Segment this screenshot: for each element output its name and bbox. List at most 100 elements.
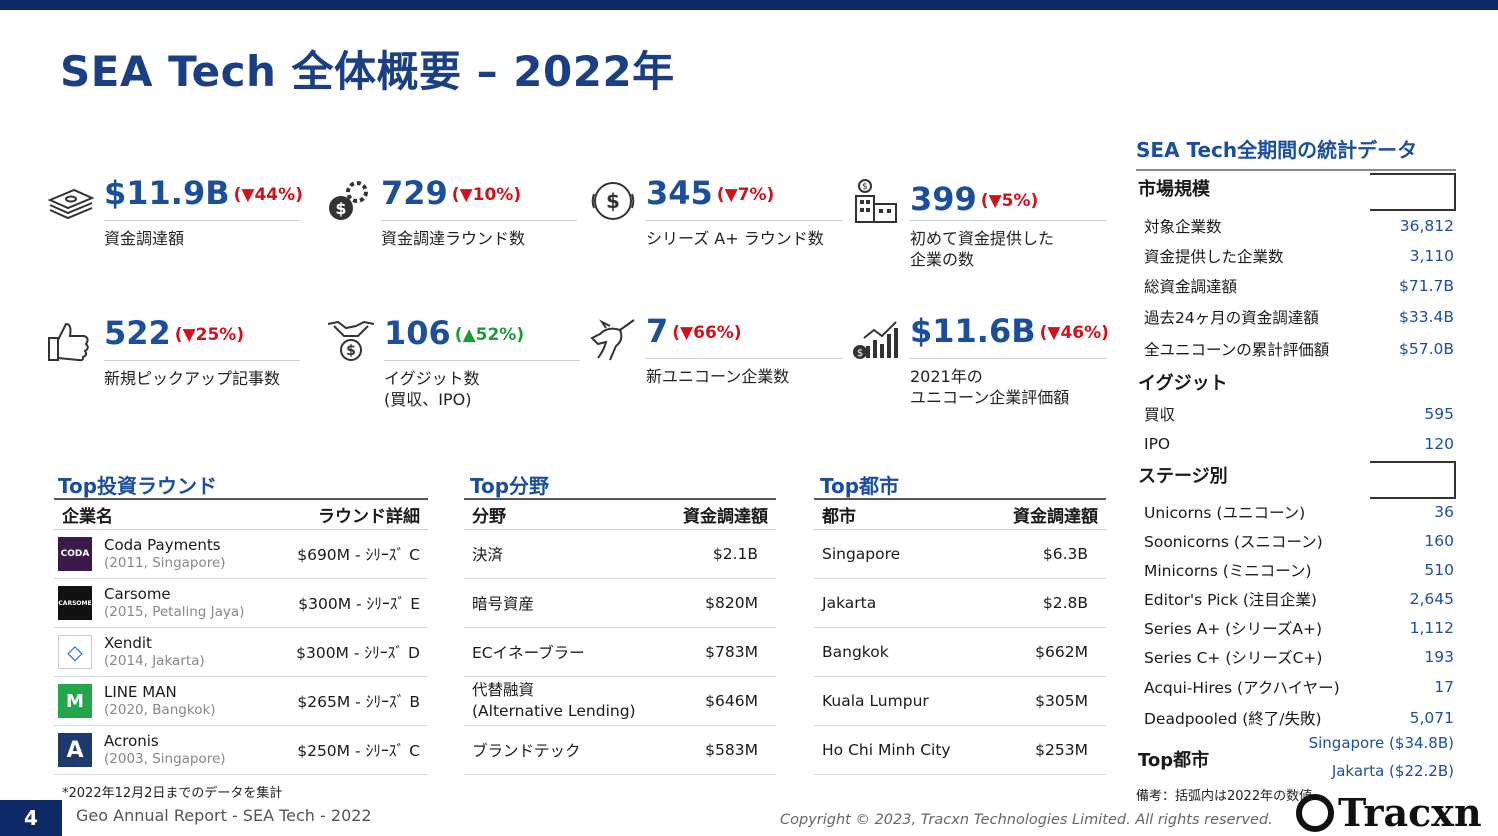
stat-row: Editor's Pick (注目企業) 2,645 bbox=[1136, 584, 1456, 613]
stat-value: 1,112 bbox=[1409, 618, 1454, 637]
table-heading: Top都市 bbox=[820, 474, 900, 498]
kpi-label: 新規ピックアップ記事数 bbox=[104, 369, 281, 388]
section-heading: 市場規模 bbox=[1138, 179, 1210, 200]
kpi-change: (▼5%) bbox=[980, 191, 1039, 211]
column-header: 企業名 bbox=[62, 507, 113, 527]
table-row[interactable]: CODA Coda Payments (2011, Singapore) $690M… bbox=[54, 530, 428, 579]
kpi-value: 106 bbox=[384, 314, 451, 352]
city-name: Jakarta bbox=[822, 594, 877, 612]
handshake-icon: $ bbox=[327, 320, 375, 361]
stat-value: 5,071 bbox=[1409, 708, 1454, 727]
sector-name: 決済 bbox=[472, 546, 504, 564]
tracxn-logo-icon bbox=[1296, 793, 1334, 832]
table-row[interactable]: 代替融資 (Alternative Lending) $646M bbox=[464, 677, 776, 726]
footnote: *2022年12月2日までのデータを集計 bbox=[62, 786, 283, 801]
table-row[interactable]: Kuala Lumpur $305M bbox=[814, 677, 1106, 726]
table-row[interactable]: Jakarta $2.8B bbox=[814, 579, 1106, 628]
table-row[interactable]: ECイネーブラー $783M bbox=[464, 628, 776, 677]
stat-label: Minicorns (ミニコーン) bbox=[1144, 561, 1312, 580]
company-logo: CODA bbox=[58, 537, 92, 571]
stat-row: Soonicorns (スニコーン) 160 bbox=[1136, 526, 1456, 555]
section-box bbox=[1370, 173, 1456, 211]
stat-row: 買収 595 bbox=[1136, 399, 1456, 429]
sector-name: ECイネーブラー bbox=[472, 644, 585, 662]
table-row[interactable]: Bangkok $662M bbox=[814, 628, 1106, 677]
kpi-change: (▼46%) bbox=[1039, 323, 1109, 343]
stat-value: 17 bbox=[1434, 677, 1454, 696]
kpi-label: 資金調達ラウンド数 bbox=[381, 229, 526, 248]
kpi-value: 729 bbox=[381, 174, 448, 212]
svg-text:$: $ bbox=[862, 182, 868, 192]
unicorn-icon bbox=[590, 319, 635, 361]
money-stack-icon bbox=[47, 188, 95, 220]
kpi-change: (▼25%) bbox=[174, 325, 245, 345]
section-market-size: 市場規模 bbox=[1136, 171, 1456, 211]
column-header: 資金調達額 bbox=[683, 507, 768, 527]
table-row[interactable]: M LINE MAN (2020, Bangkok) $265M - ｼﾘｰｽﾞ B bbox=[54, 677, 428, 726]
city-amount: $662M bbox=[1035, 643, 1088, 661]
stat-row: Minicorns (ミニコーン) 510 bbox=[1136, 555, 1456, 584]
sector-name: 代替融資 (Alternative Lending) bbox=[472, 681, 636, 720]
round-detail: $300M - ｼﾘｰｽﾞ D bbox=[296, 644, 420, 662]
stat-label: 買収 bbox=[1144, 406, 1176, 424]
table-row[interactable]: Singapore $6.3B bbox=[814, 530, 1106, 579]
company-meta: (2011, Singapore) bbox=[104, 555, 226, 571]
sector-name: 暗号資産 bbox=[472, 595, 535, 613]
section-exits: イグジット bbox=[1136, 367, 1456, 399]
kpi-divider bbox=[381, 220, 577, 221]
thumbs-up-icon bbox=[48, 322, 89, 362]
table-row[interactable]: 決済 $2.1B bbox=[464, 530, 776, 579]
kpi-divider bbox=[646, 358, 842, 359]
kpi-value: $11.9B bbox=[104, 174, 230, 212]
page-title: SEA Tech 全体概要 – 2022年 bbox=[60, 47, 675, 96]
sector-name: ブランドテック bbox=[472, 742, 581, 760]
stat-label: Deadpooled (終了/失敗) bbox=[1144, 709, 1322, 728]
kpi-divider bbox=[104, 220, 300, 221]
kpi-label: 資金調達額 bbox=[104, 229, 185, 248]
kpi-value: $11.6B bbox=[910, 312, 1036, 350]
stat-value: 120 bbox=[1424, 435, 1454, 453]
company-meta: (2020, Bangkok) bbox=[104, 702, 216, 718]
kpi-divider bbox=[646, 220, 842, 221]
company-logo: M bbox=[58, 684, 92, 718]
kpi-label: 新ユニコーン企業数 bbox=[646, 367, 790, 386]
kpi-divider bbox=[104, 360, 300, 361]
table-row[interactable]: ◇ Xendit (2014, Jakarta) $300M - ｼﾘｰｽﾞ D bbox=[54, 628, 428, 677]
section-stages: ステージ別 bbox=[1136, 459, 1456, 499]
kpi-change: (▼44%) bbox=[233, 185, 303, 205]
table-row[interactable]: Ho Chi Minh City $253M bbox=[814, 726, 1106, 775]
table-row[interactable]: CARSOME Carsome (2015, Petaling Jaya) $300… bbox=[54, 579, 428, 628]
table-row[interactable]: ブランドテック $583M bbox=[464, 726, 776, 775]
city-amount: $253M bbox=[1035, 741, 1088, 759]
column-header: 都市 bbox=[822, 507, 856, 527]
top-rounds-table: Top投資ラウンド 企業名 ラウンド詳細 CODA Coda Payments (20… bbox=[54, 470, 428, 775]
stat-label: 過去24ヶ月の資金調達額 bbox=[1144, 309, 1319, 327]
stat-row: 資金提供した企業数 3,110 bbox=[1136, 241, 1456, 271]
kpi-divider bbox=[910, 220, 1106, 221]
company-meta: (2014, Jakarta) bbox=[104, 653, 205, 669]
stat-value: 36,812 bbox=[1399, 217, 1454, 235]
stat-row: 全ユニコーンの累計評価額 $57.0B bbox=[1136, 333, 1456, 365]
building-dollar-icon: $ bbox=[855, 179, 897, 223]
brand-name: Tracxn bbox=[1338, 790, 1482, 835]
kpi-value: 399 bbox=[910, 180, 977, 218]
city-amount: $6.3B bbox=[1042, 545, 1088, 563]
stat-row: Acqui-Hires (アクハイヤー) 17 bbox=[1136, 671, 1456, 702]
svg-text:$: $ bbox=[606, 189, 620, 213]
table-row[interactable]: A Acronis (2003, Singapore) $250M - ｼﾘｰｽﾞ … bbox=[54, 726, 428, 775]
sector-amount: $646M bbox=[705, 692, 758, 710]
stat-row: IPO 120 bbox=[1136, 429, 1456, 459]
kpi-label: 初めて資金提供した 企業の数 bbox=[910, 229, 1055, 269]
stat-row: Deadpooled (終了/失敗) 5,071 bbox=[1136, 702, 1456, 733]
stat-value: 2,645 bbox=[1409, 589, 1454, 608]
table-row[interactable]: 暗号資産 $820M bbox=[464, 579, 776, 628]
kpi-value: 7 bbox=[646, 312, 669, 350]
table-rule bbox=[814, 498, 1106, 500]
stat-label: 資金提供した企業数 bbox=[1144, 248, 1284, 266]
section-top-cities: Top都市 Singapore ($34.8B) Jakarta ($22.2B… bbox=[1136, 733, 1456, 789]
stat-value: $33.4B bbox=[1398, 308, 1454, 326]
stat-value: $71.7B bbox=[1398, 277, 1454, 295]
stat-label: Editor's Pick (注目企業) bbox=[1144, 590, 1317, 609]
copyright: Copyright © 2023, Tracxn Technologies Li… bbox=[780, 812, 1273, 828]
sector-amount: $820M bbox=[705, 594, 758, 612]
